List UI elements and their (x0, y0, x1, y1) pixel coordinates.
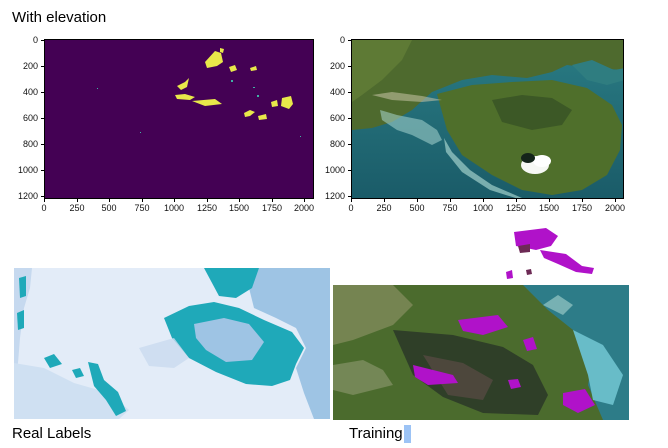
x-tick-label: 2000 (293, 203, 315, 213)
training-caption: Training (349, 425, 403, 442)
y-tick-label: 200 (22, 61, 38, 71)
x-tick-label: 250 (376, 203, 392, 213)
x-tick-label: 750 (442, 203, 458, 213)
mask-patch (281, 96, 293, 109)
y-tick-mark (41, 196, 44, 197)
real-labels-map (14, 268, 330, 419)
x-tick-label: 1250 (505, 203, 527, 213)
mask-patch (244, 110, 255, 117)
y-tick-mark (41, 92, 44, 93)
mask-speck (253, 87, 255, 88)
real-labels-map-image (14, 268, 330, 419)
x-tick-label: 1500 (228, 203, 250, 213)
x-tick-mark (516, 199, 517, 202)
x-tick-label: 0 (348, 203, 354, 213)
mask-patch (177, 78, 189, 90)
x-tick-mark (304, 199, 305, 202)
mask-speck (300, 136, 301, 137)
y-tick-label: 600 (22, 113, 38, 123)
y-tick-label: 800 (22, 139, 38, 149)
x-tick-label: 1000 (472, 203, 494, 213)
y-tick-mark (348, 66, 351, 67)
mask-patch (220, 48, 224, 53)
training-caption-wrap: Training (349, 425, 411, 443)
y-tick-label: 400 (22, 87, 38, 97)
mask-patch (175, 94, 195, 100)
training-fragment-image (506, 228, 594, 279)
x-tick-mark (142, 199, 143, 202)
x-tick-mark (417, 199, 418, 202)
mask-speck (140, 132, 141, 133)
x-tick-label: 2000 (604, 203, 626, 213)
y-tick-mark (348, 144, 351, 145)
x-tick-mark (109, 199, 110, 202)
y-tick-mark (41, 40, 44, 41)
x-tick-mark (351, 199, 352, 202)
y-tick-mark (41, 144, 44, 145)
mask-speck (97, 88, 98, 89)
x-tick-label: 1750 (261, 203, 283, 213)
x-tick-mark (272, 199, 273, 202)
mask-patch (258, 114, 267, 120)
y-tick-mark (41, 66, 44, 67)
mask-patch (205, 51, 223, 68)
y-tick-mark (348, 92, 351, 93)
x-tick-label: 250 (69, 203, 85, 213)
mask-plot-axes (44, 39, 314, 199)
training-overlay-image (333, 285, 629, 420)
x-tick-mark (384, 199, 385, 202)
satellite-plot-axes (351, 39, 624, 199)
x-tick-mark (549, 199, 550, 202)
y-tick-label: 400 (329, 87, 345, 97)
x-tick-mark (450, 199, 451, 202)
x-tick-mark (207, 199, 208, 202)
mask-patch (192, 99, 222, 106)
satellite-image (352, 40, 623, 198)
y-tick-mark (41, 118, 44, 119)
y-tick-label: 0 (339, 35, 345, 45)
page-title: With elevation (12, 9, 107, 26)
mask-patch (250, 66, 257, 71)
y-tick-mark (41, 170, 44, 171)
training-satellite-image (333, 285, 629, 420)
x-tick-mark (615, 199, 616, 202)
y-tick-label: 1200 (324, 191, 345, 201)
y-tick-mark (348, 118, 351, 119)
x-tick-mark (582, 199, 583, 202)
x-tick-mark (483, 199, 484, 202)
x-tick-label: 1500 (538, 203, 560, 213)
mask-plot-image (97, 48, 301, 137)
mask-patch (271, 100, 278, 107)
y-tick-mark (348, 40, 351, 41)
x-tick-label: 500 (101, 203, 117, 213)
x-tick-mark (44, 199, 45, 202)
x-tick-mark (174, 199, 175, 202)
y-tick-mark (348, 170, 351, 171)
mask-speck (257, 95, 259, 97)
y-tick-label: 1000 (17, 165, 38, 175)
mask-speck (231, 80, 233, 82)
training-overlay-top-fragment (496, 226, 600, 282)
x-tick-mark (77, 199, 78, 202)
x-tick-label: 1000 (163, 203, 185, 213)
y-tick-mark (348, 196, 351, 197)
x-tick-mark (239, 199, 240, 202)
y-tick-label: 600 (329, 113, 345, 123)
y-tick-label: 200 (329, 61, 345, 71)
x-tick-label: 1750 (571, 203, 593, 213)
mask-patch (229, 65, 237, 72)
x-tick-label: 1250 (196, 203, 218, 213)
x-tick-label: 0 (41, 203, 47, 213)
x-tick-label: 500 (409, 203, 425, 213)
y-tick-label: 800 (329, 139, 345, 149)
y-tick-label: 1000 (324, 165, 345, 175)
text-selection-highlight (403, 425, 411, 443)
real-labels-caption: Real Labels (12, 425, 92, 442)
y-tick-label: 0 (32, 35, 38, 45)
y-tick-label: 1200 (17, 191, 38, 201)
x-tick-label: 750 (134, 203, 150, 213)
